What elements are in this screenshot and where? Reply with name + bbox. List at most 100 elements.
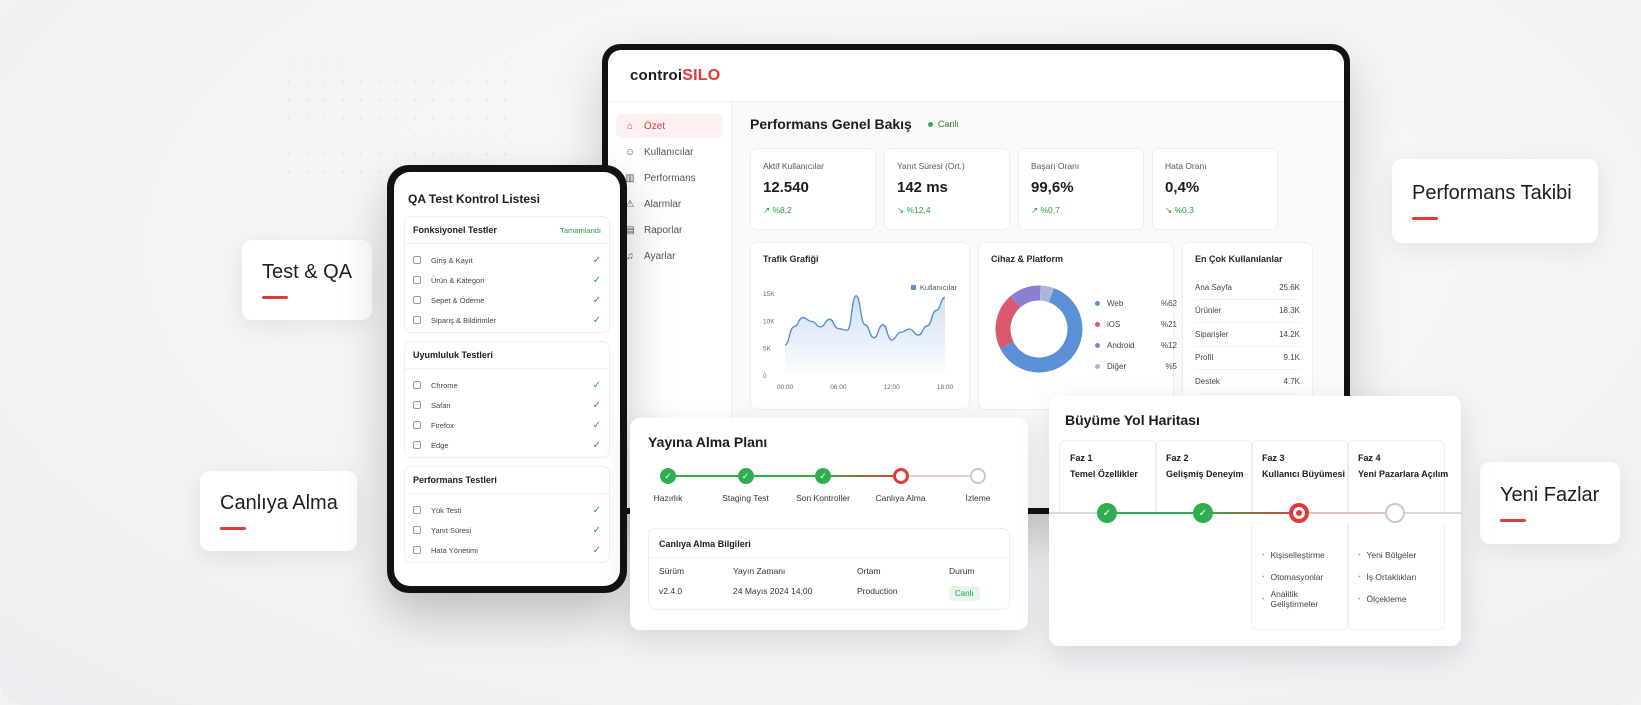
y-tick-label: 10K: [763, 318, 775, 325]
active-phase-icon: [1289, 503, 1309, 523]
deploy-step[interactable]: ✓ Staging Test: [701, 468, 791, 503]
deploy-info-value: Production: [857, 586, 898, 596]
check-icon: ✓: [592, 504, 601, 516]
kpi-card[interactable]: Yanıt Süresi (Ort.) 142 ms ↘ %12,4: [884, 148, 1010, 230]
traffic-area: [785, 295, 945, 375]
qa-checklist-item[interactable]: Ürün & Kategori ✓: [413, 270, 601, 290]
top-users-row[interactable]: Siparişler 14.2K: [1195, 323, 1300, 347]
page-title: Performans Genel Bakış: [750, 116, 912, 132]
legend-dot: [1095, 322, 1100, 327]
legend-dot: [1095, 301, 1100, 306]
qa-checklist-item[interactable]: Hata Yönetimi ✓: [413, 540, 601, 560]
traffic-legend: Kullanıcılar: [910, 283, 957, 292]
qa-checklist-item[interactable]: Sepet & Ödeme ✓: [413, 290, 601, 310]
live-dot-icon: [927, 121, 933, 127]
sidebar-item-1[interactable]: ☺ Kullanıcılar: [616, 140, 723, 164]
checkbox-icon[interactable]: [413, 296, 421, 304]
qa-checklist-item[interactable]: Yük Testi ✓: [413, 500, 601, 520]
qa-section-title: Uyumluluk Testleri: [413, 350, 493, 360]
device-name: Web: [1107, 299, 1124, 308]
deploy-step[interactable]: Canlıya Alma: [856, 468, 946, 503]
kpi-card[interactable]: Aktif Kullanıcılar 12.540 ↗ %8,2: [750, 148, 876, 230]
kpi-card[interactable]: Başarı Oranı 99,6% ↗ %0,7: [1018, 148, 1144, 230]
checkbox-icon[interactable]: [413, 256, 421, 264]
qa-checklist-item[interactable]: Yanıt Süresi ✓: [413, 520, 601, 540]
qa-checklist-item[interactable]: Firefox ✓: [413, 415, 601, 435]
checkbox-icon[interactable]: [413, 276, 421, 284]
phase-item-label: Kişiselleştirme: [1270, 550, 1325, 560]
qa-item-label: Giriş & Kayıt: [431, 255, 473, 265]
pending-phase-icon: [1385, 503, 1405, 523]
device-title: Cihaz & Platform: [991, 254, 1064, 264]
deploy-step[interactable]: ✓ Hazırlık: [623, 468, 713, 503]
alert-icon: ⚠: [625, 198, 635, 210]
label-card-test-qa: Test & QA: [242, 240, 372, 320]
kpi-delta: ↗ %0,7: [1031, 205, 1060, 215]
y-tick-label: 0: [763, 373, 767, 380]
stepper-connector: [745, 475, 823, 477]
checkbox-icon[interactable]: [413, 381, 421, 389]
check-icon: ✓: [592, 314, 601, 326]
section-divider: [405, 493, 609, 494]
device-legend-row: Diğer %5: [1095, 356, 1177, 377]
device-share: %5: [1165, 362, 1177, 371]
checkbox-icon[interactable]: [413, 421, 421, 429]
deploy-info-title: Canlıya Alma Bilgileri: [649, 529, 1009, 558]
phase-number: Faz 4: [1358, 453, 1381, 463]
roadmap-phase[interactable]: Faz 4 Yeni Pazarlara Açılım: [1347, 440, 1449, 512]
qa-item-label: Hata Yönetimi: [431, 545, 478, 555]
logo-text-2: SILO: [682, 66, 721, 84]
accent-underline: [220, 527, 246, 530]
check-icon: ✓: [592, 274, 601, 286]
deploy-step-label: Staging Test: [722, 493, 769, 503]
donut-slice-diğer: [1039, 285, 1054, 303]
checkbox-icon[interactable]: [413, 546, 421, 554]
kpi-delta: ↗ %8,2: [763, 205, 792, 215]
checkbox-icon[interactable]: [413, 441, 421, 449]
top-users-row[interactable]: Profil 9.1K: [1195, 347, 1300, 370]
qa-section-header: Uyumluluk Testleri: [413, 350, 601, 360]
sidebar-item-0[interactable]: ⌂ Özet: [616, 114, 723, 138]
deploy-status-cell: Canlı: [949, 586, 1019, 601]
top-users-title: En Çok Kullanılanlar: [1195, 254, 1283, 264]
sidebar-item-5[interactable]: ♫ Ayarlar: [616, 244, 723, 268]
deploy-step[interactable]: ✓ Son Kontroller: [778, 468, 868, 503]
qa-item-label: Safari: [431, 400, 451, 410]
roadmap-title: Büyüme Yol Haritası: [1065, 412, 1200, 428]
roadmap-phase[interactable]: Faz 2 Gelişmiş Deneyim: [1155, 440, 1253, 512]
sidebar-item-label: Özet: [644, 120, 666, 132]
bar-chart-icon: ▥: [625, 172, 635, 184]
roadmap-phase[interactable]: Faz 1 Temel Özellikler: [1059, 440, 1157, 512]
top-users-row[interactable]: Destek 4.7K: [1195, 370, 1300, 394]
bullet-icon: •: [1358, 573, 1361, 581]
phase-title: Yeni Pazarlara Açılım: [1358, 469, 1449, 479]
qa-checklist-item[interactable]: Giriş & Kayıt ✓: [413, 250, 601, 270]
label-text: Yeni Fazlar: [1500, 484, 1600, 506]
qa-checklist-item[interactable]: Edge ✓: [413, 435, 601, 455]
phase-item: • Kişiselleştirme: [1262, 544, 1338, 566]
y-tick-label: 15K: [763, 291, 775, 298]
sidebar-item-4[interactable]: ▤ Raporlar: [616, 218, 723, 242]
deploy-info-header: Ortam: [857, 566, 881, 576]
sidebar-item-3[interactable]: ⚠ Alarmlar: [616, 192, 723, 216]
top-users-row[interactable]: Ana Sayfa 25.6K: [1195, 276, 1300, 300]
deploy-info-box: Canlıya Alma Bilgileri Sürüm Yayın Zamanı…: [648, 528, 1010, 610]
top-users-row[interactable]: Ürünler 18.3K: [1195, 300, 1300, 323]
kpi-card[interactable]: Hata Oranı 0,4% ↘ %0,3: [1152, 148, 1278, 230]
qa-section-title: Fonksiyonel Testler: [413, 225, 497, 235]
qa-checklist-item[interactable]: Chrome ✓: [413, 375, 601, 395]
device-panel: Cihaz & Platform Web %62 iOS %21 Android %12 D…: [978, 242, 1177, 410]
qa-checklist-item[interactable]: Safari ✓: [413, 395, 601, 415]
live-label: Canlı: [937, 119, 959, 129]
sidebar-item-2[interactable]: ▥ Performans: [616, 166, 723, 190]
roadmap-phase[interactable]: Faz 3 Kullanıcı Büyümesi: [1251, 440, 1349, 512]
checkbox-icon[interactable]: [413, 401, 421, 409]
app-logo[interactable]: controiSILO: [630, 67, 720, 85]
checkbox-icon[interactable]: [413, 526, 421, 534]
traffic-panel: Trafik Grafiği Kullanıcılar 0 5K 10K 15K 00:…: [750, 242, 970, 410]
checkbox-icon[interactable]: [413, 506, 421, 514]
donut-slice-ios: [995, 296, 1021, 349]
deploy-step[interactable]: İzleme: [933, 468, 1023, 503]
checkbox-icon[interactable]: [413, 316, 421, 324]
qa-checklist-item[interactable]: Sipariş & Bildirimler ✓: [413, 310, 601, 330]
